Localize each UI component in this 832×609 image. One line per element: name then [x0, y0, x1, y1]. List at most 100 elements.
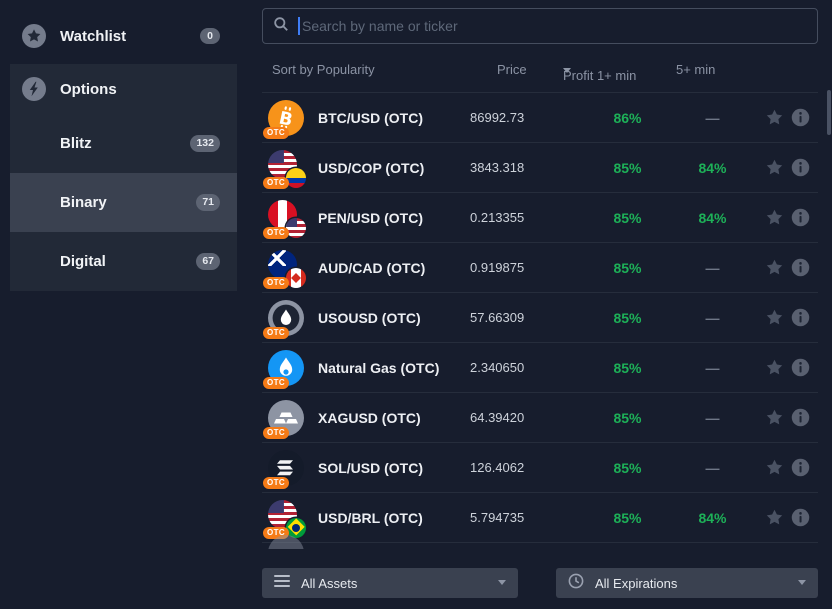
all-expirations-label: All Expirations: [595, 575, 678, 591]
asset-row[interactable]: OTC SOL/USD (OTC) 126.4062 85% —: [262, 443, 818, 493]
asset-price: 2.340650: [470, 360, 525, 375]
profit-5min: —: [705, 359, 720, 376]
asset-icon-silver: OTC: [263, 399, 304, 439]
info-icon[interactable]: [790, 108, 810, 128]
info-icon[interactable]: [790, 308, 810, 328]
asset-row[interactable]: OTC XAGUSD (OTC) 64.39420 85% —: [262, 393, 818, 443]
asset-price: 86992.73: [470, 110, 525, 125]
favorite-star-icon[interactable]: [764, 208, 784, 228]
profit-1min: 85%: [613, 159, 642, 176]
sidebar-item-watchlist[interactable]: Watchlist 0: [0, 14, 237, 58]
row-actions: [750, 358, 818, 378]
info-icon[interactable]: [790, 408, 810, 428]
asset-icon-oil: OTC: [263, 299, 304, 339]
sidebar-item-options[interactable]: Options: [10, 64, 237, 114]
asset-row[interactable]: OTC PEN/USD (OTC) 0.213355 85% 84%: [262, 193, 818, 243]
lightning-circle-icon: [22, 77, 46, 101]
profit-1min: 85%: [613, 509, 642, 526]
asset-name: SOL/USD (OTC): [318, 459, 423, 476]
partial-next-row: [262, 535, 818, 549]
asset-name: Natural Gas (OTC): [318, 359, 440, 376]
clock-icon: [568, 573, 584, 594]
asset-row[interactable]: OTC AUD/CAD (OTC) 0.919875 85% —: [262, 243, 818, 293]
sort-by-label: Sort by Popularity: [272, 62, 375, 77]
info-icon[interactable]: [790, 158, 810, 178]
profit-5min: —: [705, 409, 720, 426]
row-actions: [750, 208, 818, 228]
asset-name: XAGUSD (OTC): [318, 409, 421, 426]
options-label: Options: [60, 80, 117, 98]
count-badge: 67: [196, 253, 220, 270]
asset-price: 0.919875: [470, 260, 525, 275]
profit-1min: 85%: [613, 259, 642, 276]
favorite-star-icon[interactable]: [764, 258, 784, 278]
options-sub-list: Blitz 132 Binary 71 Digital 67: [10, 114, 237, 291]
favorite-star-icon[interactable]: [764, 508, 784, 528]
asset-icon-cell: B OTC: [262, 99, 318, 139]
otc-badge: OTC: [263, 426, 290, 439]
row-actions: [750, 108, 818, 128]
favorite-star-icon[interactable]: [764, 108, 784, 128]
favorite-star-icon[interactable]: [764, 358, 784, 378]
asset-icon-usd-cop: OTC: [263, 149, 306, 189]
asset-row[interactable]: OTC USD/COP (OTC) 3843.318 85% 84%: [262, 143, 818, 193]
otc-badge: OTC: [263, 526, 290, 539]
list-header: Sort by Popularity Price Profit 1+ min 5…: [262, 56, 818, 84]
asset-icon-cell: OTC: [262, 449, 318, 489]
profit-1min: 85%: [613, 309, 642, 326]
row-actions: [750, 258, 818, 278]
asset-icon-sol: OTC: [263, 449, 304, 489]
search-icon: [273, 16, 289, 37]
otc-badge: OTC: [263, 376, 290, 389]
asset-row[interactable]: OTC Natural Gas (OTC) 2.340650 85% —: [262, 343, 818, 393]
star-circle-icon: [22, 24, 46, 48]
scrollbar-thumb[interactable]: [827, 90, 831, 135]
info-icon[interactable]: [790, 458, 810, 478]
profit-5min: —: [705, 259, 720, 276]
asset-row[interactable]: OTC USD/BRL (OTC) 5.794735 85% 84%: [262, 493, 818, 543]
otc-badge: OTC: [263, 226, 290, 239]
asset-price: 3843.318: [470, 160, 525, 175]
options-panel: Options Blitz 132 Binary 71 Digital 67: [10, 64, 237, 291]
otc-badge: OTC: [263, 326, 290, 339]
watchlist-count-badge: 0: [200, 27, 220, 45]
asset-icon-aud-cad: OTC: [263, 249, 306, 289]
profit-5min: —: [705, 109, 720, 126]
sidebar-item-binary[interactable]: Binary 71: [10, 173, 237, 232]
asset-icon-cell: OTC: [262, 149, 318, 189]
asset-row[interactable]: B OTC BTC/USD (OTC) 86992.73 86% —: [262, 93, 818, 143]
asset-icon-cell: OTC: [262, 349, 318, 389]
otc-badge: OTC: [263, 276, 290, 289]
favorite-star-icon[interactable]: [764, 158, 784, 178]
asset-price: 64.39420: [470, 410, 525, 425]
profit-1min: 85%: [613, 209, 642, 226]
favorite-star-icon[interactable]: [764, 408, 784, 428]
row-actions: [750, 158, 818, 178]
all-expirations-dropdown[interactable]: All Expirations: [556, 568, 818, 598]
profit-5min: —: [705, 309, 720, 326]
profit-1min: 86%: [613, 109, 642, 126]
asset-name: BTC/USD (OTC): [318, 109, 423, 126]
sidebar-item-digital[interactable]: Digital 67: [10, 232, 237, 291]
favorite-star-icon[interactable]: [764, 458, 784, 478]
info-icon[interactable]: [790, 358, 810, 378]
asset-row[interactable]: OTC USOUSD (OTC) 57.66309 85% —: [262, 293, 818, 343]
all-assets-dropdown[interactable]: All Assets: [262, 568, 518, 598]
sidebar-item-blitz[interactable]: Blitz 132: [10, 114, 237, 173]
asset-icon-cell: OTC: [262, 299, 318, 339]
row-actions: [750, 308, 818, 328]
favorite-star-icon[interactable]: [764, 308, 784, 328]
asset-name: AUD/CAD (OTC): [318, 259, 426, 276]
hamburger-icon: [274, 574, 290, 592]
info-icon[interactable]: [790, 258, 810, 278]
row-actions: [750, 508, 818, 528]
asset-icon-natural-gas: OTC: [263, 349, 304, 389]
all-assets-label: All Assets: [301, 575, 358, 591]
search-input[interactable]: [300, 18, 807, 34]
info-icon[interactable]: [790, 208, 810, 228]
profit-1min: 85%: [613, 409, 642, 426]
row-actions: [750, 458, 818, 478]
profit-5min: 84%: [698, 509, 727, 526]
info-icon[interactable]: [790, 508, 810, 528]
